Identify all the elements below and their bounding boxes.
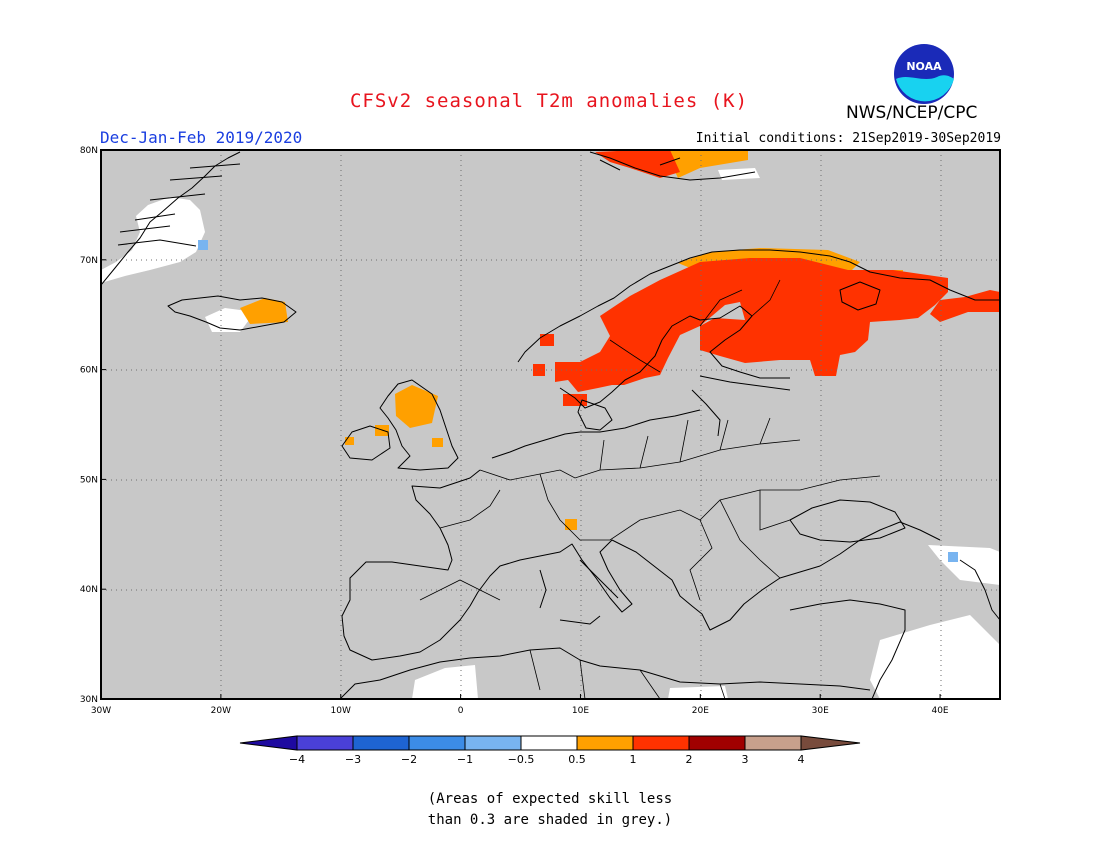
colorbar-label: −1	[457, 753, 473, 766]
skill-note-line2: than 0.3 are shaded in grey.)	[427, 812, 673, 828]
lat-tick-label: 80N	[80, 146, 98, 156]
latitude-ticks: 30N 40N 50N 60N 70N 80N	[80, 146, 106, 705]
longitude-ticks: 30W 20W 10W 0 10E 20E 30E 40E	[91, 694, 949, 716]
colorbar-label: −4	[289, 753, 305, 766]
colorbar-segment	[576, 735, 634, 751]
colorbar-label: −3	[345, 753, 361, 766]
colorbar-label: 0.5	[568, 753, 586, 766]
colorbar-label: 4	[798, 753, 805, 766]
lat-tick-label: 60N	[80, 366, 98, 376]
lon-tick-label: 10W	[331, 706, 351, 716]
lat-tick-label: 40N	[80, 585, 98, 595]
lon-tick-label: 20W	[211, 706, 231, 716]
noaa-logo-icon: NOAA	[894, 44, 954, 104]
colorbar-segment	[520, 735, 578, 751]
colorbar-segment	[688, 735, 746, 751]
lon-tick-label: 40E	[931, 706, 948, 716]
season-label: Dec-Jan-Feb 2019/2020	[100, 128, 303, 147]
colorbar-segment	[352, 735, 410, 751]
logo-text: NOAA	[906, 60, 942, 73]
lon-tick-label: 10E	[572, 706, 589, 716]
anomaly-lightblue-regions	[198, 240, 958, 562]
colorbar-right-arrow	[800, 735, 861, 751]
map-title: CFSv2 seasonal T2m anomalies (K)	[349, 90, 749, 112]
colorbar-label: 2	[686, 753, 693, 766]
coastlines	[101, 151, 1000, 699]
colorbar-label: −0.5	[508, 753, 535, 766]
lon-tick-label: 0	[458, 706, 464, 716]
colorbar: −4 −3 −2 −1 −0.5 0.5 1 2 3 4	[239, 735, 861, 766]
lat-tick-label: 50N	[80, 475, 98, 485]
lat-tick-label: 30N	[80, 695, 98, 705]
colorbar-segment	[296, 735, 354, 751]
initial-conditions: Initial conditions: 21Sep2019-30Sep2019	[695, 131, 1001, 146]
lon-tick-label: 30W	[91, 706, 111, 716]
colorbar-label: −2	[401, 753, 417, 766]
colorbar-label: 3	[742, 753, 749, 766]
colorbar-segment	[464, 735, 522, 751]
lat-tick-label: 70N	[80, 256, 98, 266]
lon-tick-label: 20E	[692, 706, 709, 716]
skill-note-line1: (Areas of expected skill less	[427, 791, 673, 807]
colorbar-segment	[744, 735, 802, 751]
colorbar-segment	[408, 735, 466, 751]
agency-label: NWS/NCEP/CPC	[846, 103, 978, 123]
colorbar-segment	[632, 735, 690, 751]
colorbar-label: 1	[630, 753, 637, 766]
lon-tick-label: 30E	[812, 706, 829, 716]
map-frame	[100, 149, 1001, 700]
colorbar-left-arrow	[239, 735, 298, 751]
map-background	[101, 150, 1000, 699]
borders	[419, 279, 881, 699]
